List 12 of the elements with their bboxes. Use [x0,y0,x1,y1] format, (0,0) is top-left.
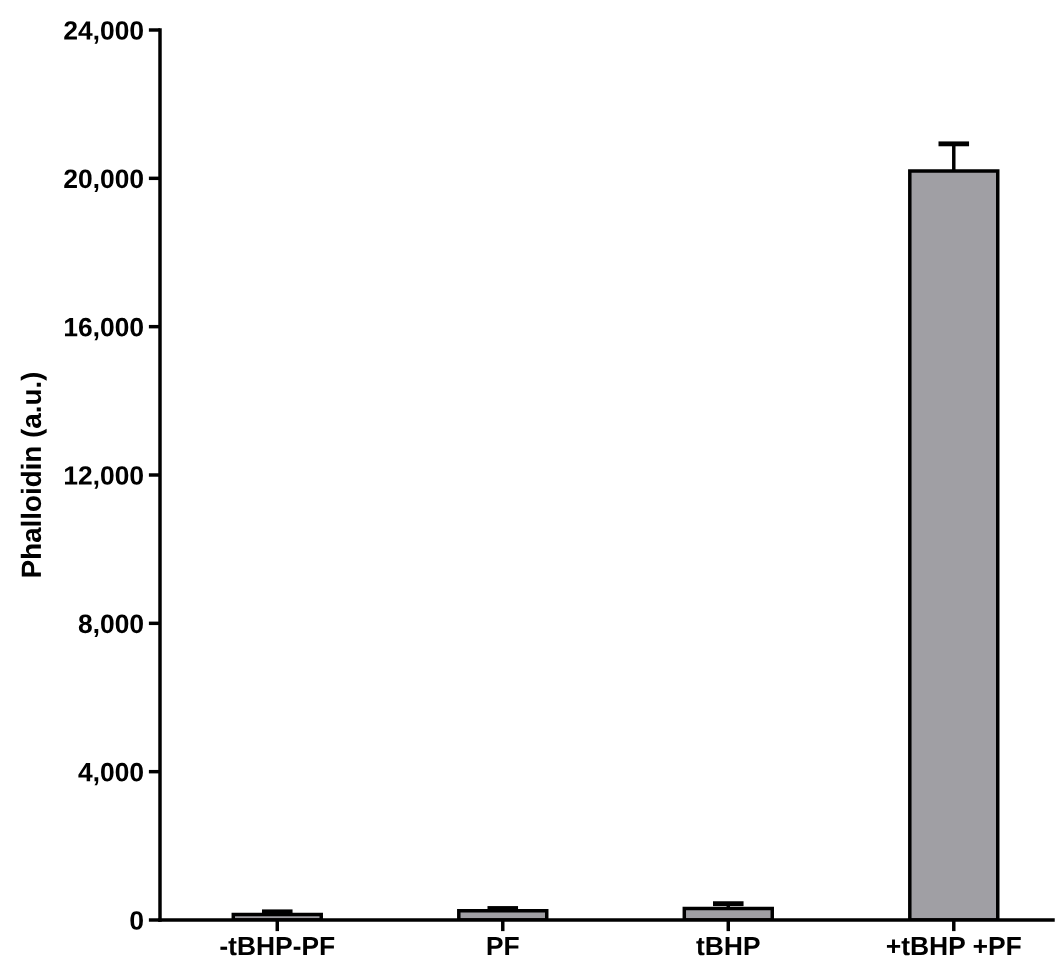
y-tick-label: 16,000 [64,317,143,341]
x-tick-label: PF [487,936,519,956]
y-axis-title: Phalloidin (a.u.) [20,372,47,577]
y-tick-label: 12,000 [64,466,143,489]
y-tick-label: 4,000 [78,762,143,786]
x-tick-label: +tBHP +PF [886,936,1021,956]
y-tick-label: 0 [130,911,143,930]
y-tick-label: 8,000 [78,614,143,637]
x-tick-label: tBHP [696,936,760,956]
y-tick-label: 24,000 [64,21,143,44]
y-tick-label: 20,000 [64,169,143,192]
x-tick-label: -tBHP-PF [220,936,335,956]
